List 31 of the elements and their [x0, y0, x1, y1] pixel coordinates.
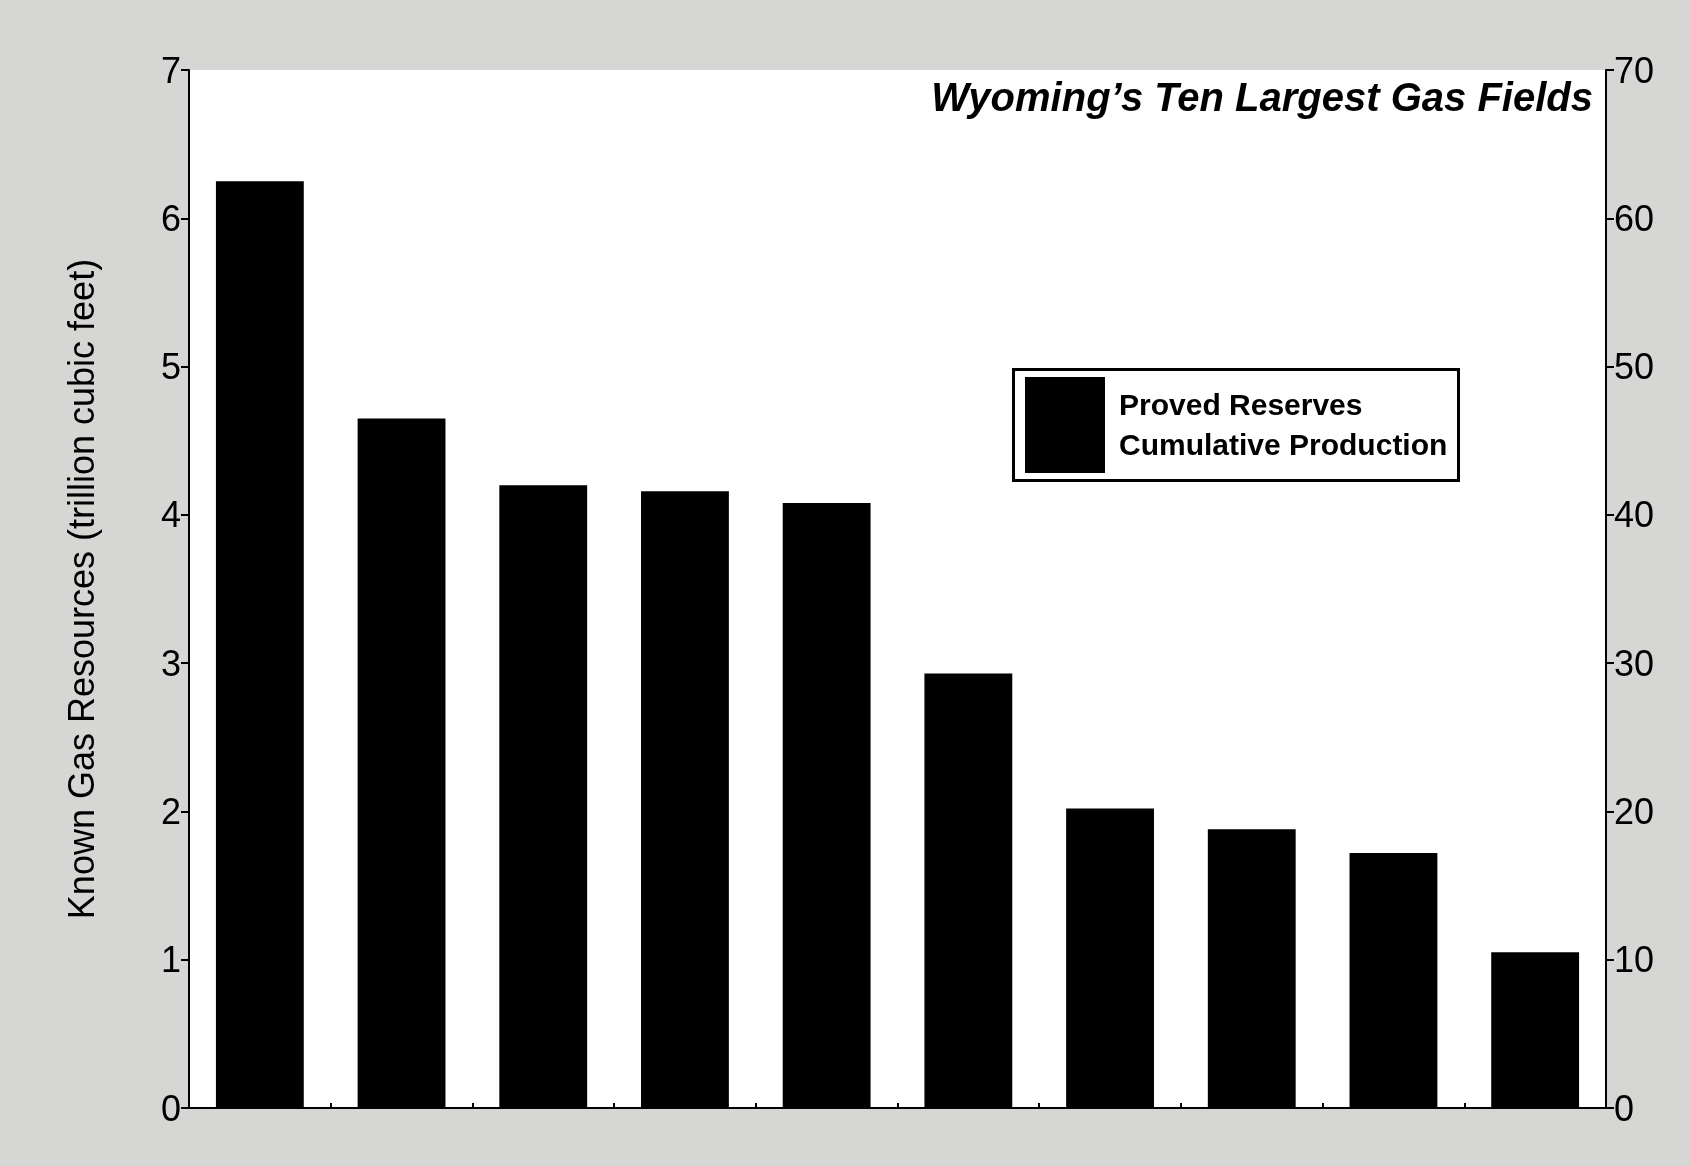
- legend-box: Proved Reserves Cumulative Production: [1012, 368, 1461, 482]
- bar: [641, 491, 729, 1108]
- bar: [1066, 808, 1154, 1108]
- y2-tick-label: 30: [1614, 642, 1655, 684]
- annotation: Cumulative Production: [1119, 428, 1448, 462]
- bar: [924, 673, 1013, 1108]
- y-tick-label: 3: [160, 642, 181, 684]
- y-tick-label: 6: [160, 197, 181, 239]
- y2-tick-label: 20: [1614, 790, 1655, 832]
- y2-tick-label: 40: [1614, 494, 1655, 536]
- bar: [357, 418, 446, 1108]
- y2-tick-label: 70: [1614, 49, 1655, 91]
- bar: [215, 181, 304, 1108]
- y-tick-label: 0: [160, 1087, 181, 1129]
- chart-title: Wyoming’s Ten Largest Gas Fields: [931, 75, 1594, 119]
- bar: [1207, 829, 1296, 1108]
- bar: [1491, 952, 1580, 1108]
- y2-tick-label: 60: [1614, 197, 1655, 239]
- y-tick-label: 4: [160, 494, 181, 536]
- y2-tick-label: 0: [1614, 1087, 1635, 1129]
- y-tick-label: 2: [160, 790, 181, 832]
- y2-tick-label: 10: [1614, 939, 1655, 981]
- bar: [499, 485, 588, 1108]
- y2-tick-label: 50: [1614, 346, 1655, 388]
- y-tick-label: 5: [160, 346, 181, 388]
- y-tick-label: 7: [160, 49, 181, 91]
- bar: [1349, 852, 1438, 1108]
- bar: [782, 502, 871, 1108]
- annotation: Proved Reserves: [1119, 388, 1364, 422]
- y-tick-label: 1: [160, 939, 181, 981]
- y-axis-title: Known Gas Resources (trillion cubic feet): [60, 258, 102, 920]
